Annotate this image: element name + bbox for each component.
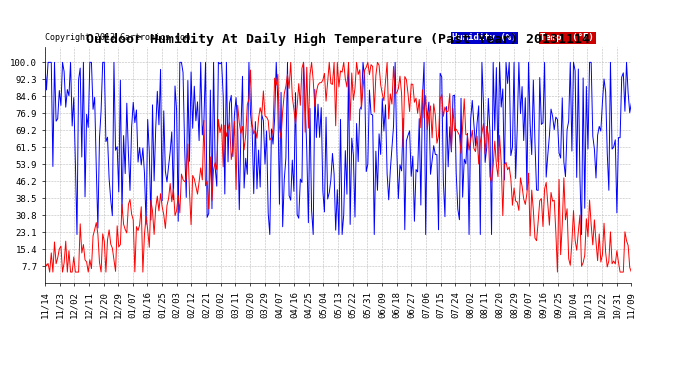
Text: Humidity (%): Humidity (%) bbox=[453, 33, 517, 42]
Text: Copyright 2013 Cartronics.com: Copyright 2013 Cartronics.com bbox=[45, 33, 190, 42]
Text: Temp  (°F): Temp (°F) bbox=[540, 33, 594, 42]
Title: Outdoor Humidity At Daily High Temperature (Past Year) 20131114: Outdoor Humidity At Daily High Temperatu… bbox=[86, 33, 590, 46]
